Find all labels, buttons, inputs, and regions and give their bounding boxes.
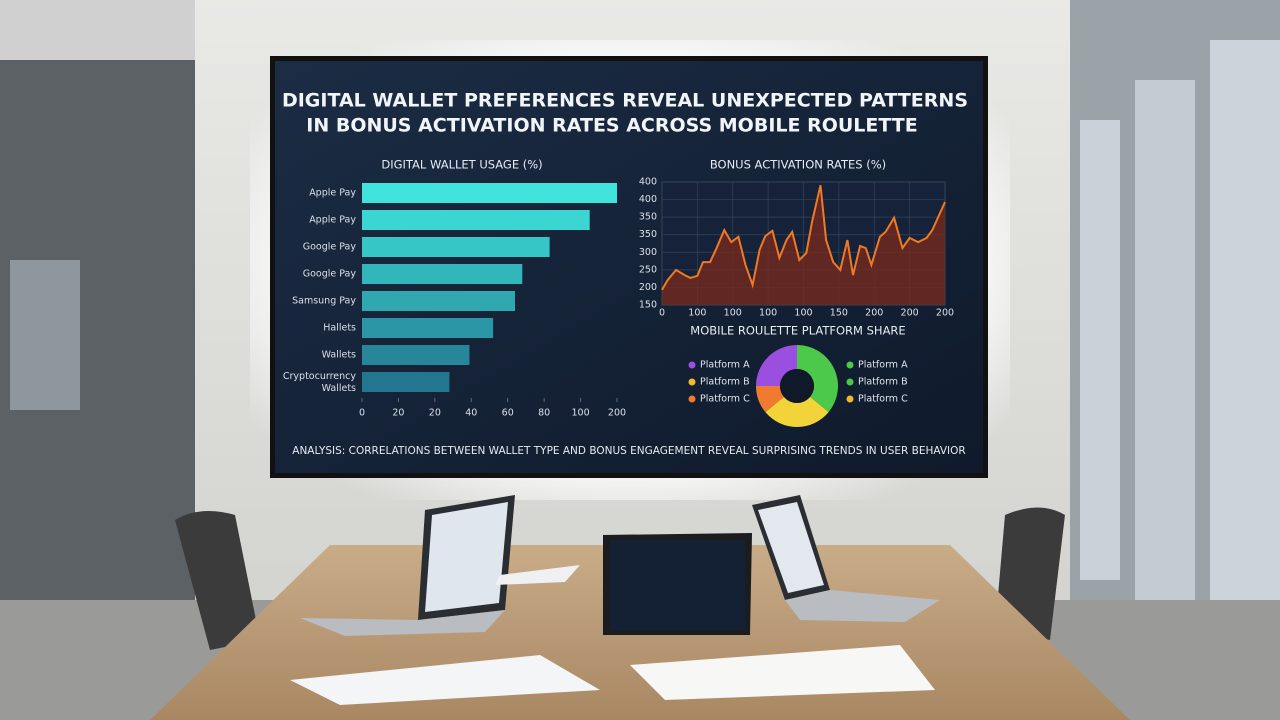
y-tick-label: 200 (639, 282, 657, 293)
y-tick-label: Apple Pay (309, 188, 356, 199)
bar (362, 264, 523, 284)
y-tick-label: 350 (639, 212, 657, 223)
bar (362, 372, 450, 392)
x-tick-label: 20 (429, 408, 441, 419)
y-tick-label: Cryptocurrency Wallets (283, 371, 356, 394)
right-window-pane (1135, 80, 1195, 620)
caption: ANALYSIS: CORRELATIONS BETWEEN WALLET TY… (292, 445, 965, 457)
y-tick-label: Wallets (322, 350, 356, 361)
y-tick-label: 300 (639, 247, 657, 258)
tablet-display (610, 540, 745, 630)
y-tick-label: 250 (639, 264, 657, 275)
x-tick-label: 150 (830, 308, 848, 319)
bar (362, 291, 515, 311)
laptop-display (425, 502, 508, 612)
paper (495, 565, 580, 585)
donut-segment (756, 345, 797, 386)
title-line: IN BONUS ACTIVATION RATES ACROSS MOBILE … (306, 115, 917, 137)
right-window-pane (1080, 120, 1120, 580)
laptop-base (785, 590, 940, 622)
x-tick-label: 60 (502, 408, 514, 419)
legend-swatch (846, 361, 854, 369)
bar (362, 345, 470, 365)
legend-swatch (846, 378, 854, 386)
legend-swatch (688, 395, 696, 403)
title-line: DIGITAL WALLET PREFERENCES REVEAL UNEXPE… (282, 90, 968, 112)
chart-title: BONUS ACTIVATION RATES (%) (710, 158, 886, 172)
donut-segment (765, 396, 829, 427)
x-tick-label: 0 (359, 408, 365, 419)
bar (362, 237, 550, 257)
y-tick-label: Google Pay (303, 242, 357, 253)
y-tick-label: Hallets (323, 323, 356, 334)
x-tick-label: 100 (724, 308, 742, 319)
chair (175, 511, 260, 650)
left-window-pane (10, 260, 80, 410)
charts: 0 20 20 40 60 80 100 200 Apple Pay Apple Pay Googl… (283, 177, 954, 427)
x-tick-label: 100 (688, 308, 706, 319)
label-line: Cryptocurrency (283, 371, 356, 382)
area (662, 185, 945, 305)
y-tick-label: 400 (639, 177, 657, 188)
bar (362, 183, 617, 203)
right-window-pane (1210, 40, 1280, 640)
bar (362, 318, 494, 338)
chart-title: DIGITAL WALLET USAGE (%) (381, 158, 542, 172)
legend-swatch (688, 378, 696, 386)
laptop-base (300, 610, 505, 636)
x-tick-label: 100 (759, 308, 777, 319)
ceiling (0, 0, 195, 60)
x-tick-label: 20 (392, 408, 404, 419)
legend-label: Platform A (700, 360, 750, 371)
legend-swatch (688, 361, 696, 369)
room-furniture (150, 495, 1130, 720)
legend-label: Platform C (700, 394, 750, 405)
y-tick-label: 150 (639, 300, 657, 311)
legend-label: Platform A (858, 360, 908, 371)
legend-swatch (846, 395, 854, 403)
x-tick-label: 40 (465, 408, 477, 419)
y-tick-label: Samsung Pay (292, 296, 356, 307)
donut-segment (797, 345, 838, 413)
y-tick-label: 400 (639, 194, 657, 205)
x-tick-label: 0 (659, 308, 665, 319)
bar (362, 210, 590, 230)
x-tick-label: 200 (936, 308, 954, 319)
x-tick-label: 100 (572, 408, 590, 419)
donut-hole (780, 369, 814, 403)
paper (630, 645, 935, 700)
label-line: Wallets (322, 383, 356, 394)
x-tick-label: 200 (865, 308, 883, 319)
legend-label: Platform C (858, 394, 908, 405)
paper (290, 655, 600, 705)
y-tick-label: Apple Pay (309, 215, 356, 226)
y-tick-label: 350 (639, 229, 657, 240)
legend-label: Platform B (858, 377, 908, 388)
y-tick-label: Google Pay (303, 269, 357, 280)
donut-segment (756, 386, 784, 413)
legend-label: Platform B (700, 377, 750, 388)
x-tick-label: 200 (608, 408, 626, 419)
x-tick-label: 80 (538, 408, 550, 419)
x-tick-label: 100 (794, 308, 812, 319)
laptop-display (758, 502, 824, 593)
x-tick-label: 200 (901, 308, 919, 319)
line (661, 184, 946, 291)
chart-title: MOBILE ROULETTE PLATFORM SHARE (690, 324, 905, 338)
